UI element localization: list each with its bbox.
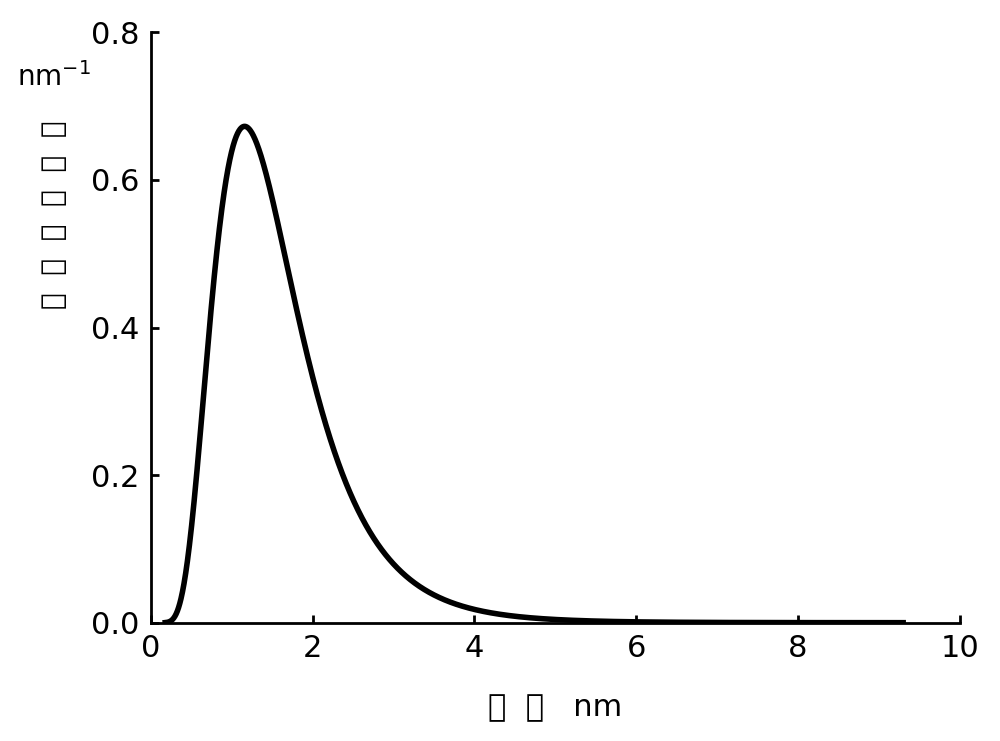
Text: nm$^{-1}$: nm$^{-1}$ bbox=[17, 62, 91, 92]
Text: 概  率  密  度  函  数: 概 率 密 度 函 数 bbox=[40, 121, 68, 310]
Text: 孔  径   nm: 孔 径 nm bbox=[488, 694, 622, 722]
